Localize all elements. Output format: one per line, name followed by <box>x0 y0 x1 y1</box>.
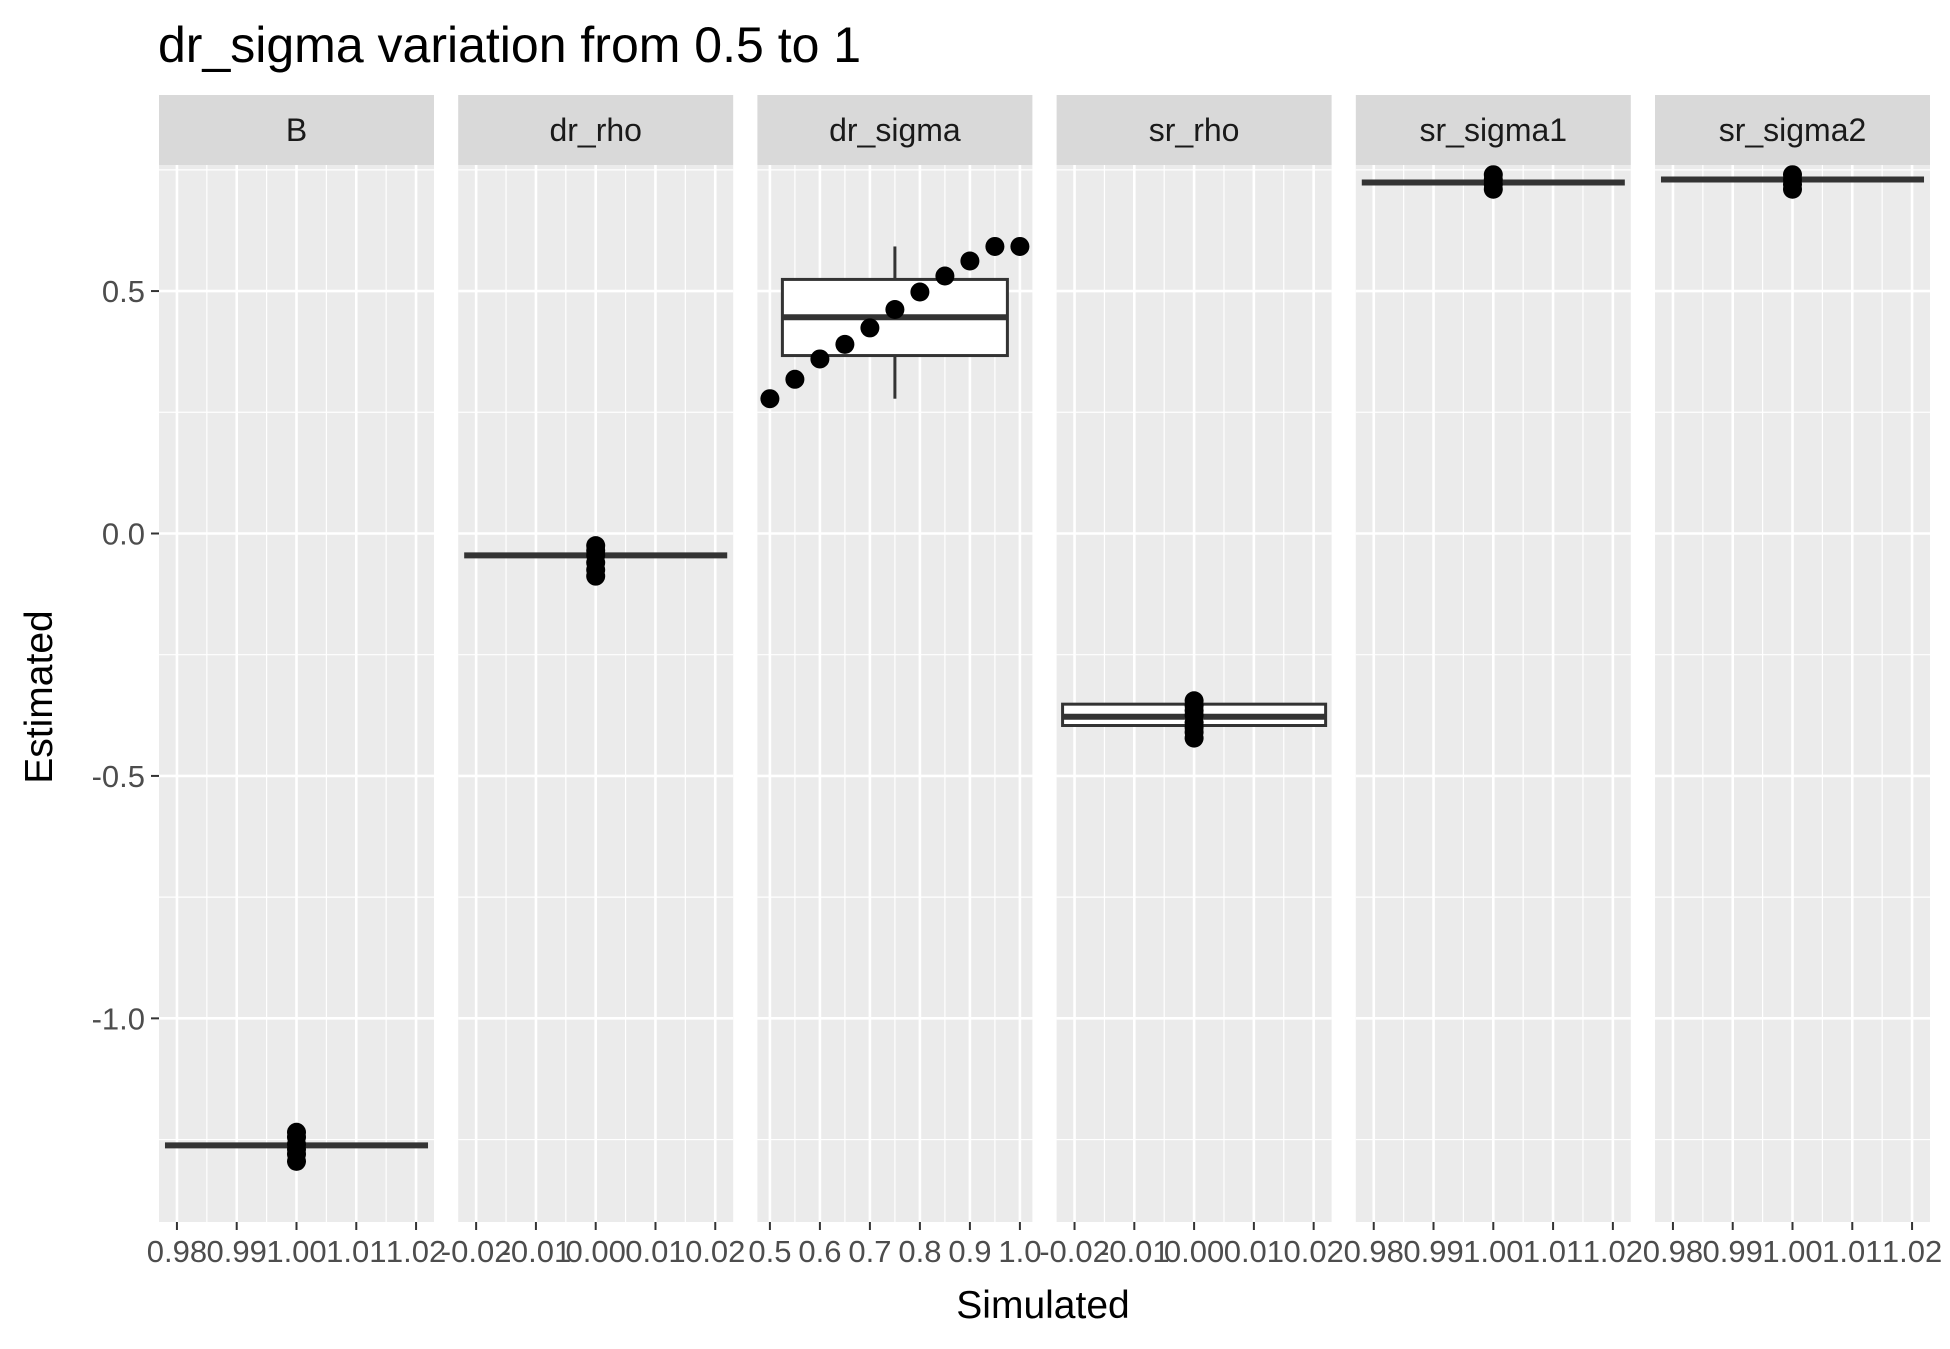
x-tick-label: 0.99 <box>1403 1234 1463 1269</box>
facet-strip-label: sr_sigma1 <box>1419 112 1567 148</box>
x-tick-label: 0.8 <box>898 1234 941 1269</box>
facet-strip <box>159 95 434 165</box>
chart-title: dr_sigma variation from 0.5 to 1 <box>158 17 861 73</box>
x-tick-label: 0.01 <box>625 1234 685 1269</box>
facet-strip <box>1056 95 1332 165</box>
x-tick-label: 0.9 <box>948 1234 991 1269</box>
x-tick-label: 1.0 <box>998 1234 1041 1269</box>
data-point <box>910 282 930 302</box>
facet-panel-dr-sigma: dr_sigma 0.5 0.6 0.7 0.8 0.9 1.0 <box>748 95 1041 1269</box>
x-tick-label: 1.00 <box>1762 1234 1822 1269</box>
data-point <box>1483 179 1503 199</box>
data-point <box>810 349 830 369</box>
x-tick-label: 0.00 <box>566 1234 626 1269</box>
x-tick-label: 1.02 <box>1583 1234 1643 1269</box>
x-tick-label: -0.01 <box>501 1234 572 1269</box>
data-point <box>1010 236 1030 256</box>
data-point <box>1184 728 1204 748</box>
facet-strip-label: sr_sigma2 <box>1719 112 1867 148</box>
x-tick-label: 0.6 <box>798 1234 841 1269</box>
x-tick-label: 0.02 <box>685 1234 745 1269</box>
facet-strip-label: dr_sigma <box>829 112 961 148</box>
data-point <box>835 334 855 354</box>
facet-panel-sr-sigma2: sr_sigma2 0.98 0.99 1.00 1.01 1.02 <box>1643 95 1942 1269</box>
y-tick-label: 0.5 <box>102 274 145 309</box>
y-axis-title: Estimated <box>18 610 61 783</box>
y-tick-label: -1.0 <box>92 1001 145 1036</box>
x-tick-label: 1.00 <box>1463 1234 1523 1269</box>
x-tick-label: 0.98 <box>147 1234 207 1269</box>
y-tick-label: 0.0 <box>102 516 145 551</box>
facet-panel-dr-rho: dr_rho -0.02-0.010.00 0.01 0.02 <box>441 95 745 1269</box>
data-point <box>586 566 606 586</box>
facet-panel-B: B 0.98 0.99 1.00 1.01 1.02 <box>147 95 446 1269</box>
facet-strip-label: sr_rho <box>1149 112 1240 148</box>
facet-strip-label: dr_rho <box>549 112 642 148</box>
x-tick-label: 0.02 <box>1283 1234 1343 1269</box>
x-tick-label: 1.02 <box>1882 1234 1942 1269</box>
x-tick-label: 1.01 <box>326 1234 386 1269</box>
x-tick-label: 1.01 <box>1523 1234 1583 1269</box>
facet-strip <box>1655 95 1930 165</box>
x-tick-label: 1.00 <box>266 1234 326 1269</box>
x-tick-label: 0.98 <box>1344 1234 1404 1269</box>
x-axis-title: Simulated <box>956 1284 1129 1327</box>
facet-panels: B0.98 0.99 1.00 1.01 1.02dr_rho-0.02-0.010.0… <box>147 95 1942 1269</box>
x-tick-label: 0.98 <box>1643 1234 1703 1269</box>
x-tick-label: 0.99 <box>207 1234 267 1269</box>
facet-strip-label: B <box>286 112 307 148</box>
x-tick-label: 1.01 <box>1822 1234 1882 1269</box>
y-tick-label: -0.5 <box>92 759 145 794</box>
data-point <box>860 318 880 338</box>
facet-strip <box>757 95 1033 165</box>
x-tick-label: 1.02 <box>386 1234 446 1269</box>
x-tick-label: 0.5 <box>748 1234 791 1269</box>
data-point <box>885 299 905 319</box>
x-tick-label: 0.99 <box>1703 1234 1763 1269</box>
data-point <box>287 1151 306 1171</box>
data-point <box>760 389 780 409</box>
x-tick-label: -0.02 <box>441 1234 512 1269</box>
x-tick-label: 0.7 <box>848 1234 891 1269</box>
x-tick-label: -0.01 <box>1099 1234 1170 1269</box>
data-point <box>785 369 805 389</box>
data-point <box>960 251 980 271</box>
data-point <box>985 236 1005 256</box>
facet-panel-sr-rho: sr_rho -0.02-0.010.00 0.01 0.02 <box>1039 95 1344 1269</box>
facet-strip <box>458 95 734 165</box>
data-point <box>1783 179 1802 199</box>
facet-panel-sr-sigma1: sr_sigma1 0.98 0.99 1.00 1.01 1.02 <box>1344 95 1643 1269</box>
x-tick-label: 0.01 <box>1224 1234 1284 1269</box>
data-point <box>935 266 955 286</box>
y-axis: -1.0 -0.5 0.0 0.5 <box>92 274 159 1036</box>
facet-strip <box>1355 95 1631 165</box>
x-tick-label: -0.02 <box>1039 1234 1110 1269</box>
x-tick-label: 0.00 <box>1164 1234 1224 1269</box>
